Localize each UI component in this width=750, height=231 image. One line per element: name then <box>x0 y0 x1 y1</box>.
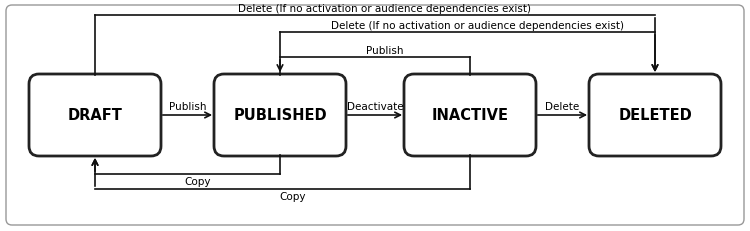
Text: PUBLISHED: PUBLISHED <box>233 108 327 123</box>
Text: DELETED: DELETED <box>618 108 692 123</box>
Text: Delete: Delete <box>545 102 580 112</box>
Text: Copy: Copy <box>184 176 211 186</box>
Text: Deactivate: Deactivate <box>346 102 404 112</box>
FancyBboxPatch shape <box>29 75 161 156</box>
Text: Delete (If no activation or audience dependencies exist): Delete (If no activation or audience dep… <box>331 21 624 31</box>
FancyBboxPatch shape <box>6 6 744 225</box>
Text: Delete (If no activation or audience dependencies exist): Delete (If no activation or audience dep… <box>238 4 532 14</box>
Text: Publish: Publish <box>366 46 404 56</box>
Text: DRAFT: DRAFT <box>68 108 122 123</box>
Text: Publish: Publish <box>169 102 206 112</box>
FancyBboxPatch shape <box>214 75 346 156</box>
FancyBboxPatch shape <box>589 75 721 156</box>
FancyBboxPatch shape <box>404 75 536 156</box>
Text: INACTIVE: INACTIVE <box>431 108 508 123</box>
Text: Copy: Copy <box>279 191 306 201</box>
